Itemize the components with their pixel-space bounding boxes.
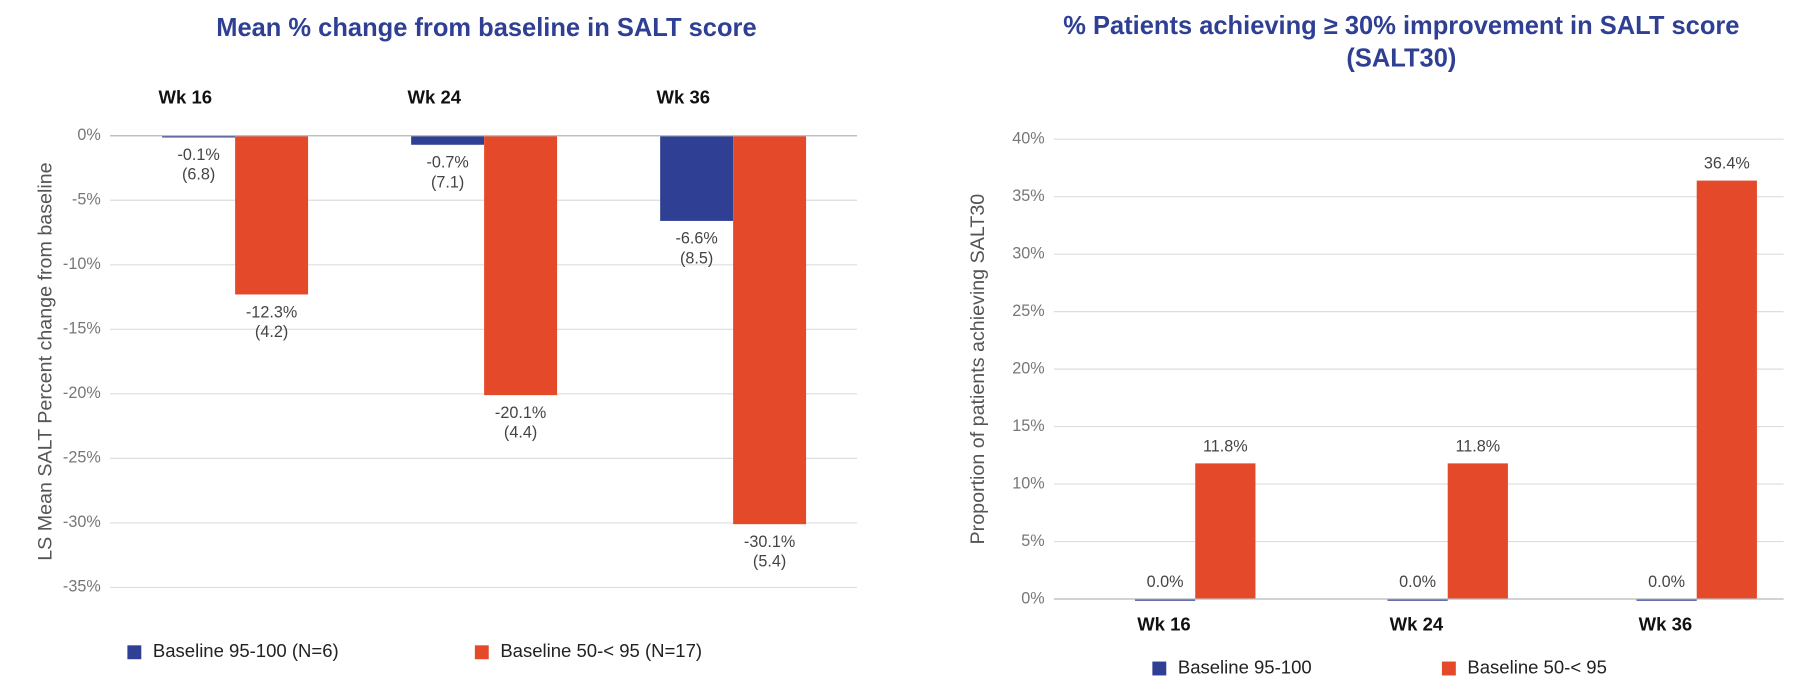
legend-swatch: [1441, 661, 1456, 676]
legend-label: Baseline 95-100 (N=6): [153, 640, 339, 661]
error-label: (5.4): [753, 553, 786, 571]
y-tick-label: -30%: [63, 513, 101, 531]
bar: [660, 135, 734, 221]
data-label: -20.1%: [495, 404, 546, 422]
y-tick-label: 40%: [1012, 129, 1044, 147]
y-tick-label: 15%: [1012, 417, 1044, 435]
y-tick-label: 20%: [1012, 359, 1044, 377]
data-label: 0.0%: [1648, 573, 1685, 591]
bar: [733, 135, 807, 525]
data-label: 11.8%: [1203, 437, 1248, 455]
legend-label: Baseline 50-< 95: [1467, 656, 1606, 677]
y-tick-label: -35%: [63, 578, 101, 596]
bar: [1636, 599, 1697, 601]
title-box: % Patients achieving ≥ 30% improvement i…: [1063, 10, 1740, 73]
chart-title: Mean % change from baseline in SALT scor…: [216, 12, 757, 42]
error-label: (4.2): [255, 323, 288, 341]
bar: [1447, 463, 1508, 600]
bar: [411, 135, 485, 145]
data-label: -30.1%: [744, 533, 795, 551]
data-label: -6.6%: [675, 230, 717, 248]
legend-swatch: [474, 645, 489, 660]
bar: [235, 135, 309, 295]
y-tick-label: 0%: [77, 126, 100, 144]
data-label: -0.7%: [426, 154, 468, 172]
y-tick-label: 35%: [1012, 187, 1044, 205]
y-tick-label: 25%: [1012, 302, 1044, 320]
y-tick-label: 0%: [1021, 589, 1044, 607]
bar: [1696, 180, 1757, 600]
error-label: (6.8): [182, 166, 215, 184]
bar: [1195, 463, 1256, 600]
legend-label: Baseline 95-100: [1178, 656, 1312, 677]
y-tick-label: -20%: [63, 384, 101, 402]
data-label: -0.1%: [177, 146, 219, 164]
bar: [484, 135, 558, 396]
error-label: (7.1): [431, 173, 464, 191]
x-tick-label: Wk 16: [159, 87, 213, 108]
x-tick-label: Wk 24: [408, 87, 462, 108]
y-tick-label: 10%: [1012, 474, 1044, 492]
data-label: 36.4%: [1704, 155, 1750, 173]
bar: [1135, 599, 1196, 601]
y-tick-label: -10%: [63, 255, 101, 273]
legend-swatch: [1152, 661, 1167, 676]
y-tick-label: 30%: [1012, 244, 1044, 262]
title-box: Mean % change from baseline in SALT scor…: [216, 12, 757, 42]
x-tick-label: Wk 16: [1137, 614, 1191, 635]
x-tick-label: Wk 36: [657, 87, 711, 108]
error-label: (4.4): [504, 424, 537, 442]
data-label: 0.0%: [1399, 573, 1436, 591]
x-tick-label: Wk 36: [1639, 614, 1693, 635]
y-axis-label: LS Mean SALT Percent change from baselin…: [35, 162, 57, 560]
data-label: 0.0%: [1147, 573, 1184, 591]
y-axis-label: Proportion of patients achieving SALT30: [967, 194, 989, 545]
y-tick-label: -5%: [72, 191, 101, 209]
y-tick-label: -15%: [63, 320, 101, 338]
y-tick-label: 5%: [1021, 532, 1044, 550]
bar: [1387, 599, 1448, 601]
legend-swatch: [127, 645, 142, 660]
legend-label: Baseline 50-< 95 (N=17): [500, 640, 702, 661]
error-label: (8.5): [680, 249, 713, 267]
bar: [162, 135, 236, 138]
y-tick-label: -25%: [63, 449, 101, 467]
x-tick-label: Wk 24: [1390, 614, 1444, 635]
chart-title: % Patients achieving ≥ 30% improvement i…: [1063, 10, 1740, 73]
data-label: 11.8%: [1455, 437, 1500, 455]
data-label: -12.3%: [246, 303, 297, 321]
